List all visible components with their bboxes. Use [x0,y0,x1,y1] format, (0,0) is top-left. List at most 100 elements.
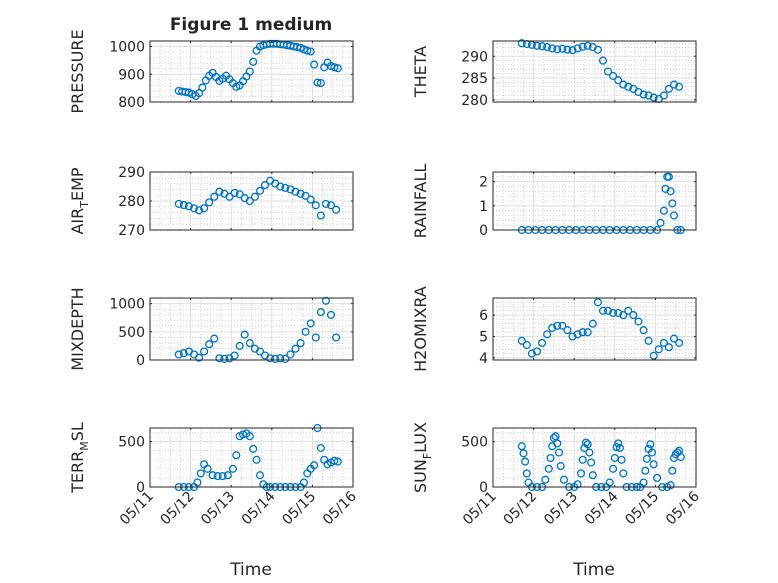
data-point [532,41,542,50]
data-point [644,91,653,100]
data-point [553,321,562,330]
x-tick-label: 05/16 [663,488,703,528]
data-point [252,455,261,464]
data-point [659,338,668,347]
data-point [573,480,582,489]
data-point [576,469,586,478]
data-point [656,218,665,227]
y-tick-label: 6 [479,308,488,324]
data-point [522,469,531,478]
data-point [624,82,633,91]
data-point [286,185,295,194]
data-point [578,42,587,51]
y-tick-label: 2 [479,175,488,191]
data-point [605,478,614,487]
data-point [311,201,320,210]
data-point [174,199,183,208]
data-point [578,328,587,337]
y-tick-label: 290 [461,49,488,65]
data-point [220,354,229,363]
xlabel-left: Time [229,560,272,580]
data-point [538,338,547,347]
data-point [644,336,653,345]
y-tick-label: 900 [118,67,145,83]
data-point [179,349,188,358]
data-point [255,471,265,480]
data-point [538,42,547,51]
data-point [223,471,232,480]
data-point [245,432,254,441]
data-point [669,80,679,89]
data-point [598,56,608,65]
data-point [240,330,249,339]
axes-box [149,40,354,103]
data-point [617,455,626,464]
y-axis-label: SUNFLUX [411,422,434,493]
data-point [208,471,217,480]
data-point [193,478,202,487]
data-point [619,80,628,89]
data-point [664,84,673,93]
data-point [230,351,239,360]
axes-box [492,297,697,361]
data-point [553,439,562,448]
subplot-air-temp: 270 280 290 AIRTEMP [68,165,354,239]
data-point [299,478,308,487]
data-point [330,456,339,465]
data-point [609,71,618,80]
data-point [195,206,204,215]
data-point [558,321,567,330]
data-point [609,464,618,473]
data-point [330,63,339,72]
data-point [666,187,675,196]
data-point [310,60,319,69]
data-point [653,473,662,482]
y-tick-label: 500 [118,435,145,451]
data-point [603,306,613,315]
y-tick-label: 280 [461,93,488,109]
data-point [311,333,320,342]
data-point [642,454,651,463]
data-point [316,211,325,220]
data-point [205,340,214,349]
data-point [316,443,325,453]
data-point [563,326,572,335]
data-point [303,46,312,55]
axes-box [149,427,354,488]
y-tick-label: 290 [118,165,145,181]
data-point [614,308,623,318]
data-point [629,311,638,320]
data-point [556,462,565,471]
data-point [301,191,310,200]
y-tick-label: 1 [479,199,488,215]
axes-box [492,171,697,231]
axes-box [149,297,354,361]
data-point [659,91,668,100]
data-point [203,464,212,473]
data-point [195,353,204,362]
data-point [316,79,325,88]
data-point [588,319,597,328]
data-point [548,323,557,332]
data-point [245,196,254,206]
data-point [519,449,528,458]
data-point [568,332,577,341]
data-point [306,319,315,328]
subplot-h2omixra: 4 5 6 H2OMIXRA [411,286,697,372]
y-axis-label: MIXDEPTH [68,287,87,370]
subplot-sun-flux: 05/11 05/12 05/13 05/14 05/15 05/160500SUNFLU… [411,422,703,528]
data-point [581,438,591,447]
y-axis-label: THETA [411,46,430,98]
data-point [639,326,648,335]
data-point [543,43,552,52]
data-point [646,440,655,449]
y-tick-label: 1000 [109,40,145,56]
axes-box [492,427,697,488]
data-point [548,44,557,53]
data-point [546,453,555,463]
subplot-pressure: 800 900 1000 PRESSURE [68,29,354,114]
data-point [588,471,597,480]
data-point [326,310,336,319]
